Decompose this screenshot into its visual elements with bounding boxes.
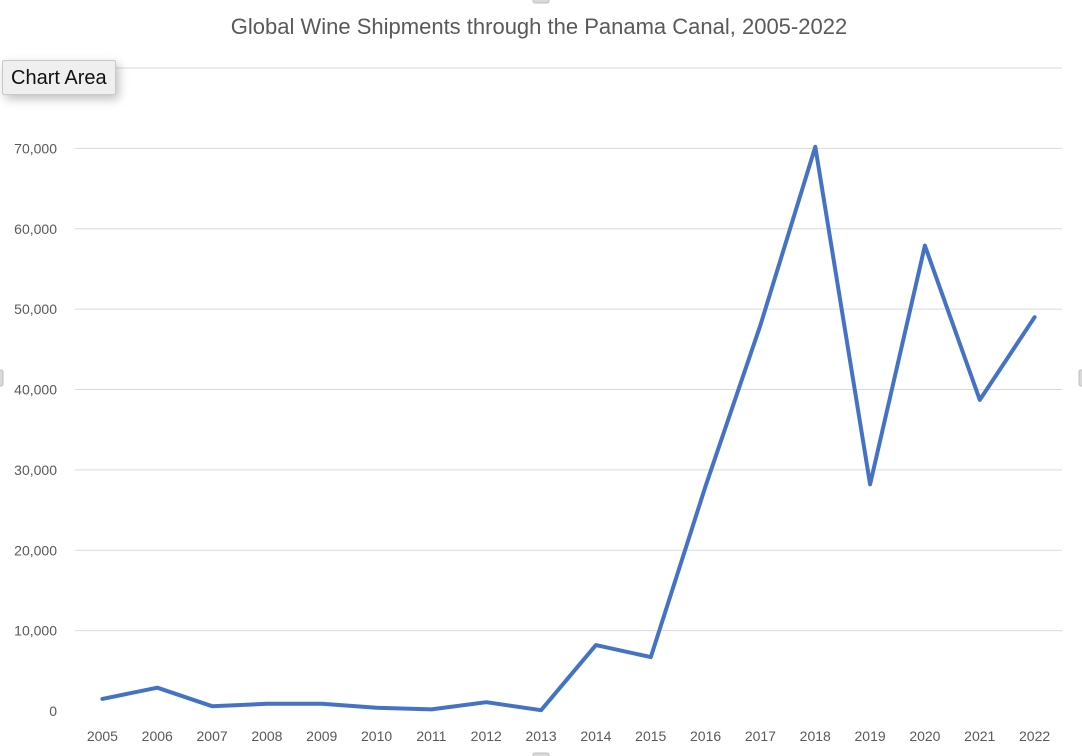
series-line[interactable]: [100, 144, 1037, 713]
x-tick-label: 2007: [197, 728, 228, 744]
chart-area-tooltip: Chart Area: [2, 60, 116, 95]
x-axis-tick-labels: 2005 2006 2007 2008 2009 2010 2011 2012 2013 2014…: [87, 728, 1051, 744]
x-tick-label: 2020: [909, 728, 940, 744]
x-tick-label: 2015: [635, 728, 666, 744]
x-tick-label: 2014: [580, 728, 611, 744]
x-tick-label: 2013: [526, 728, 557, 744]
y-tick-label: 50,000: [14, 301, 57, 317]
series-group: [100, 144, 1037, 713]
resize-handle[interactable]: [1078, 369, 1082, 387]
y-axis-tick-labels: 0 10,000 20,000 30,000 40,000 50,000 60,000 70,…: [14, 140, 57, 719]
x-tick-label: 2017: [745, 728, 776, 744]
y-tick-label: 20,000: [14, 542, 57, 558]
x-tick-label: 2012: [471, 728, 502, 744]
x-tick-label: 2016: [690, 728, 721, 744]
x-tick-label: 2011: [416, 728, 446, 744]
x-tick-label: 2006: [142, 728, 173, 744]
x-tick-label: 2005: [87, 728, 118, 744]
resize-handle[interactable]: [0, 369, 4, 387]
x-tick-label: 2019: [855, 728, 886, 744]
x-tick-label: 2008: [251, 728, 282, 744]
y-tick-label: 40,000: [14, 382, 57, 398]
x-tick-label: 2010: [361, 728, 392, 744]
x-tick-label: 2018: [800, 728, 831, 744]
resize-handle[interactable]: [532, 0, 550, 4]
y-tick-label: 70,000: [14, 140, 57, 156]
y-tick-label: 10,000: [14, 623, 57, 639]
y-tick-label: 0: [49, 703, 57, 719]
x-tick-label: 2022: [1019, 728, 1050, 744]
x-tick-label: 2021: [964, 728, 995, 744]
gridlines: [75, 67, 1062, 632]
chart-title: Global Wine Shipments through the Panama…: [231, 14, 847, 39]
x-tick-label: 2009: [306, 728, 337, 744]
y-tick-label: 30,000: [14, 462, 57, 478]
y-tick-label: 60,000: [14, 221, 57, 237]
resize-handle[interactable]: [532, 752, 550, 756]
